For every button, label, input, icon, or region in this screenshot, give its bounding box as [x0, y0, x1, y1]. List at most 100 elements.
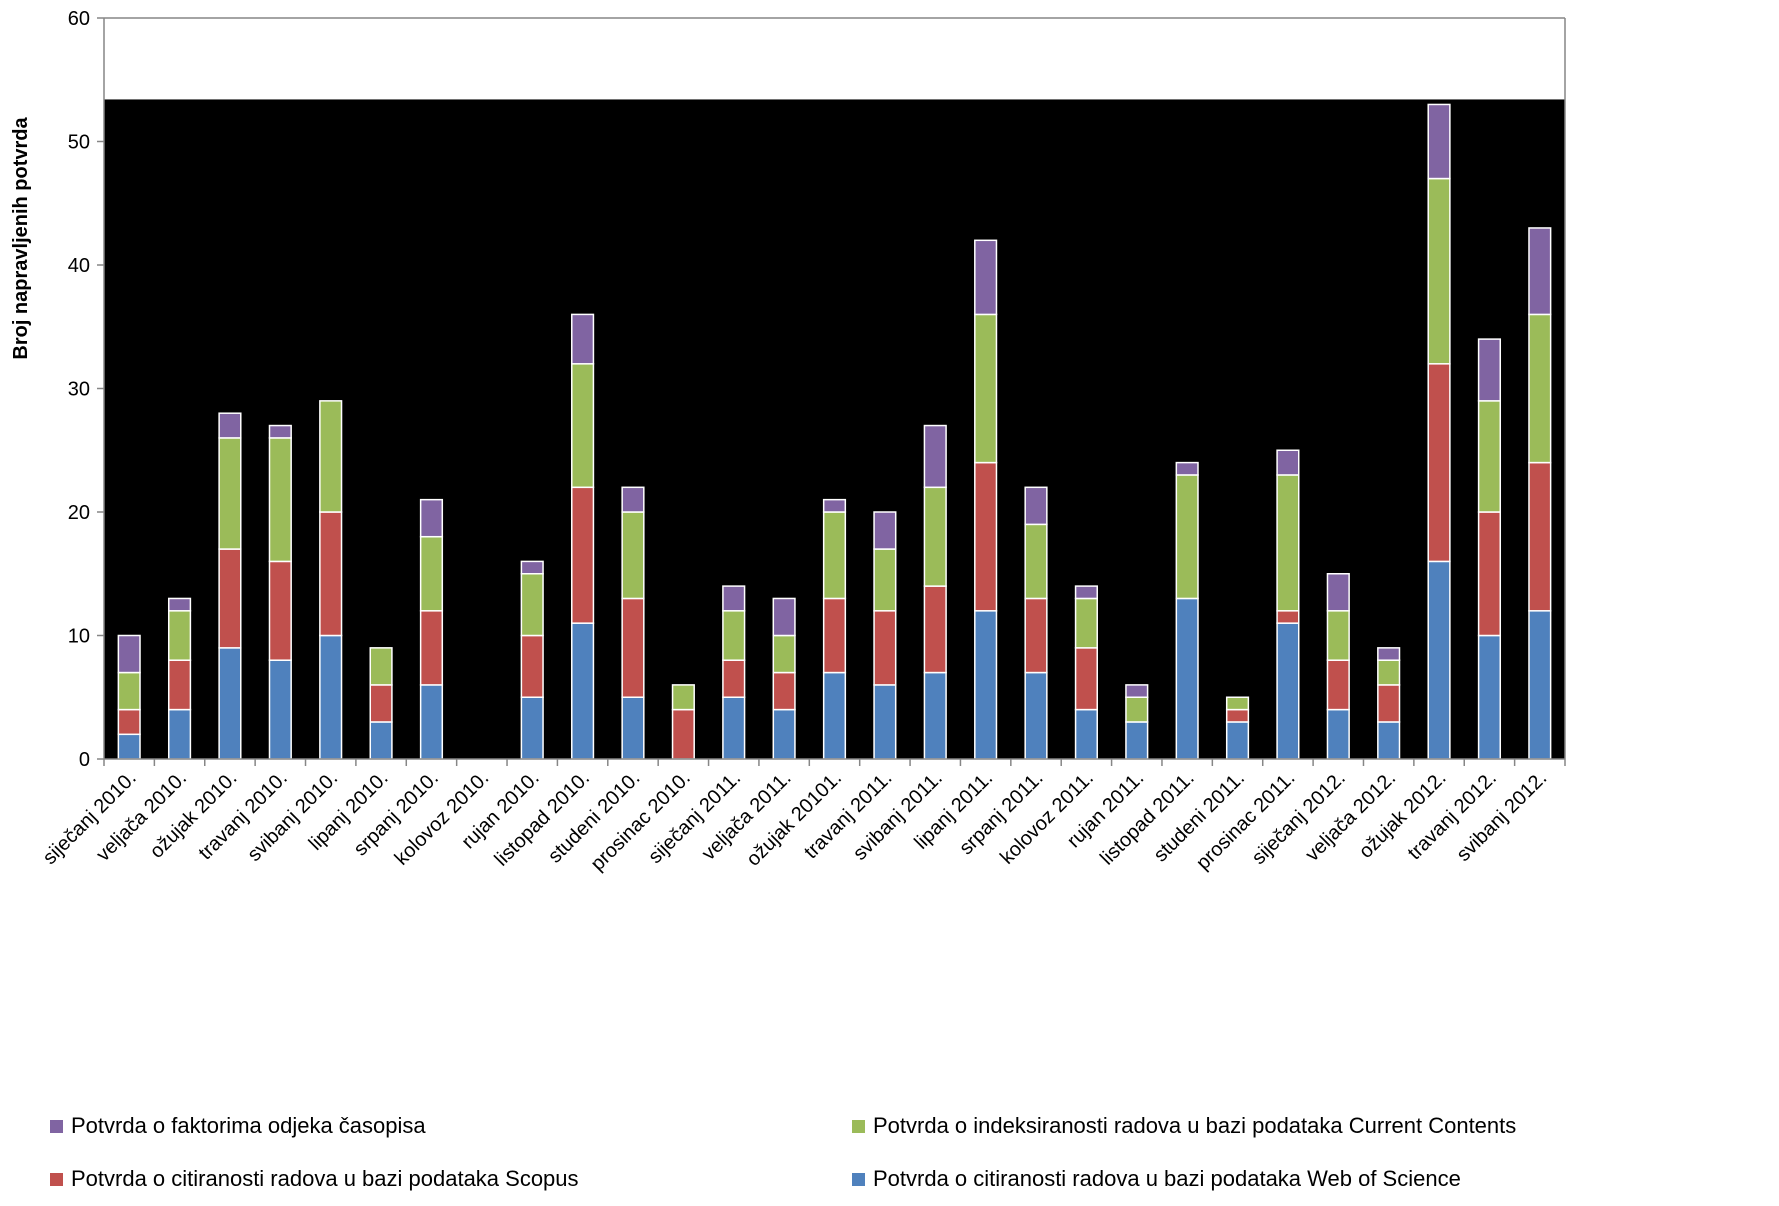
bar-segment	[1276, 622, 1300, 760]
bar-segment	[873, 684, 897, 760]
bar-segment	[520, 573, 544, 637]
bar-segment	[1276, 474, 1300, 612]
bar-segment	[1024, 671, 1048, 760]
bar-segment	[1225, 696, 1250, 711]
bar-segment	[1377, 684, 1401, 723]
bar-segment	[167, 610, 192, 661]
bar-segment	[1477, 511, 1502, 637]
bar-segment	[117, 671, 141, 711]
legend-swatch	[50, 1119, 63, 1133]
bar-segment	[1175, 474, 1199, 600]
y-tick-label: 30	[68, 379, 90, 401]
bar-segment	[571, 622, 595, 760]
bar-segment	[621, 511, 645, 600]
bar-segment	[117, 733, 141, 760]
bar-segment	[1377, 659, 1401, 686]
x-tick-label: svibanj 2012.	[1452, 767, 1551, 866]
legend-item-impact-factor: Potvrda o faktorima odjeka časopisa	[50, 1113, 426, 1139]
bar-segment	[1024, 597, 1048, 674]
y-tick-label: 20	[68, 502, 90, 524]
axes-layer	[97, 17, 1566, 766]
bar-segment	[319, 511, 343, 637]
bar-segment	[369, 647, 393, 686]
bar-segment	[1326, 659, 1350, 711]
bar-segment	[1528, 313, 1552, 464]
bar-segment	[621, 696, 645, 760]
bar-segment	[520, 634, 544, 698]
y-tick-label: 10	[68, 626, 90, 648]
bar-segment	[1074, 585, 1098, 600]
y-tick-label: 40	[68, 255, 90, 277]
bar-segment	[1175, 461, 1199, 476]
bar-segment	[268, 560, 292, 661]
bar-segment	[722, 696, 746, 760]
bar-segment	[167, 659, 192, 711]
bar-segment	[218, 548, 242, 649]
bar-segment	[1225, 708, 1250, 723]
bar-segment	[268, 424, 292, 439]
y-tick-label: 50	[68, 132, 90, 154]
bar-segment	[974, 610, 998, 760]
bar-segment	[117, 634, 141, 674]
bar-segment	[974, 239, 998, 316]
bar-segment	[1125, 721, 1149, 760]
bar-segment	[772, 671, 796, 711]
legend-label: Potvrda o citiranosti radova u bazi poda…	[873, 1166, 1461, 1191]
bar-segment	[1175, 597, 1199, 760]
bar-segment	[772, 708, 796, 760]
bar-segment	[621, 486, 645, 513]
bar-segment	[117, 708, 141, 736]
bar-segment	[1074, 647, 1098, 711]
bar-segment	[571, 486, 595, 624]
bar-segment	[1528, 461, 1552, 612]
bar-segment	[873, 610, 897, 686]
bar-segment	[218, 647, 242, 760]
y-axis-title: Broj napravljenih potvrda	[10, 116, 32, 359]
bar-segment	[923, 671, 947, 760]
bar-segment	[722, 585, 746, 612]
bar-segment	[571, 313, 595, 365]
bar-segment	[772, 634, 796, 674]
bar-segment	[822, 597, 847, 674]
bar-segment	[1276, 610, 1300, 624]
bar-segment	[1528, 610, 1552, 760]
legend-label: Potvrda o citiranosti radova u bazi poda…	[71, 1166, 579, 1191]
legend-item-scopus: Potvrda o citiranosti radova u bazi poda…	[50, 1166, 579, 1192]
bar-segment	[218, 412, 242, 439]
y-tick-label: 0	[79, 749, 90, 771]
legend-item-web-of-science: Potvrda o citiranosti radova u bazi poda…	[852, 1166, 1461, 1192]
bar-segment	[1326, 610, 1350, 661]
bar-segment	[419, 535, 444, 612]
bar-segment	[167, 597, 192, 612]
bar-segment	[873, 511, 897, 550]
bar-segment	[1528, 227, 1552, 316]
bar-segment	[1427, 177, 1451, 365]
bar-segment	[268, 437, 292, 563]
bar-segment	[319, 634, 343, 760]
bar-segment	[923, 585, 947, 674]
bar-segment	[571, 363, 595, 489]
bar-segment	[822, 671, 847, 760]
bar-segment	[873, 548, 897, 612]
bar-segment	[218, 437, 242, 550]
bar-segment	[268, 659, 292, 760]
bar-segment	[419, 684, 444, 760]
bar-segment	[1477, 634, 1502, 760]
bar-segment	[1125, 684, 1149, 699]
bar-segment	[1326, 573, 1350, 612]
bar-segment	[1074, 708, 1098, 760]
bar-segment	[772, 597, 796, 637]
legend-item-current-contents: Potvrda o indeksiranosti radova u bazi p…	[852, 1113, 1516, 1139]
legend-label: Potvrda o indeksiranosti radova u bazi p…	[873, 1113, 1517, 1138]
bar-segment	[1326, 708, 1350, 760]
bar-segment	[419, 610, 444, 686]
bar-segment	[923, 486, 947, 587]
y-tick-label: 60	[68, 8, 90, 30]
bar-segment	[1427, 103, 1451, 180]
bar-segment	[369, 721, 393, 760]
bar-segment	[1377, 647, 1401, 661]
bar-segment	[722, 610, 746, 661]
bar-segment	[419, 498, 444, 538]
